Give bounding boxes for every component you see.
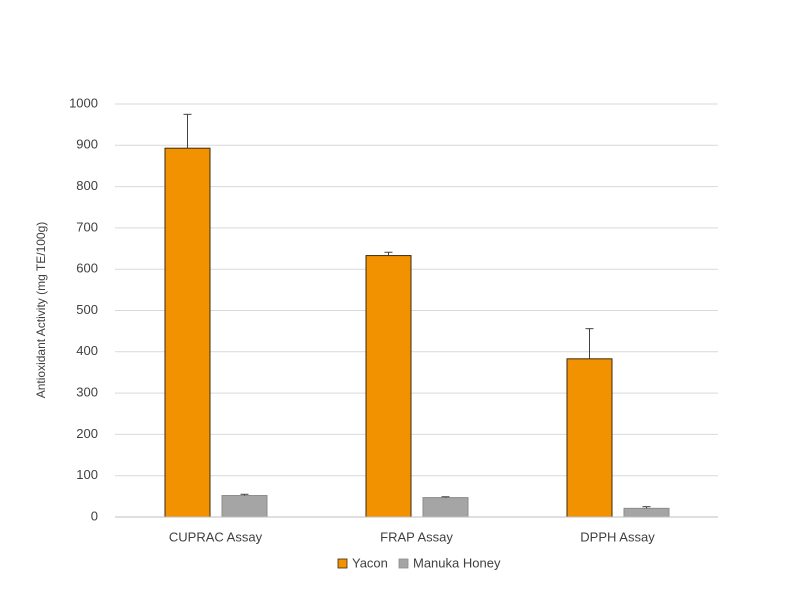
bar [623, 507, 670, 518]
y-tick-label: 200 [76, 426, 98, 441]
y-tick-label: 900 [76, 137, 98, 152]
bar [365, 255, 412, 518]
x-tick-label: FRAP Assay [380, 529, 453, 544]
y-tick-label: 100 [76, 467, 98, 482]
bar [422, 497, 469, 518]
y-tick-label: 600 [76, 261, 98, 276]
legend-label: Manuka Honey [413, 555, 501, 570]
bar [221, 495, 268, 518]
error-bar [585, 328, 594, 359]
bar [164, 147, 211, 518]
bar [566, 358, 613, 518]
y-tick-label: 800 [76, 178, 98, 193]
error-bar [240, 493, 249, 496]
error-bar [441, 496, 450, 498]
legend-swatch [398, 558, 409, 569]
y-tick-label: 700 [76, 219, 98, 234]
y-tick-label: 0 [91, 508, 98, 523]
y-tick-label: 500 [76, 302, 98, 317]
y-tick-label: 300 [76, 385, 98, 400]
error-bar [183, 113, 192, 149]
y-tick-label: 1000 [69, 95, 98, 110]
error-bar [384, 251, 393, 256]
x-tick-label: CUPRAC Assay [169, 529, 263, 544]
legend-label: Yacon [352, 555, 388, 570]
y-axis-label: Antioxidant Activity (mg TE/100g) [34, 222, 48, 399]
x-tick-label: DPPH Assay [580, 529, 655, 544]
error-bar [642, 506, 651, 509]
legend-swatch [337, 558, 348, 569]
y-tick-label: 400 [76, 343, 98, 358]
